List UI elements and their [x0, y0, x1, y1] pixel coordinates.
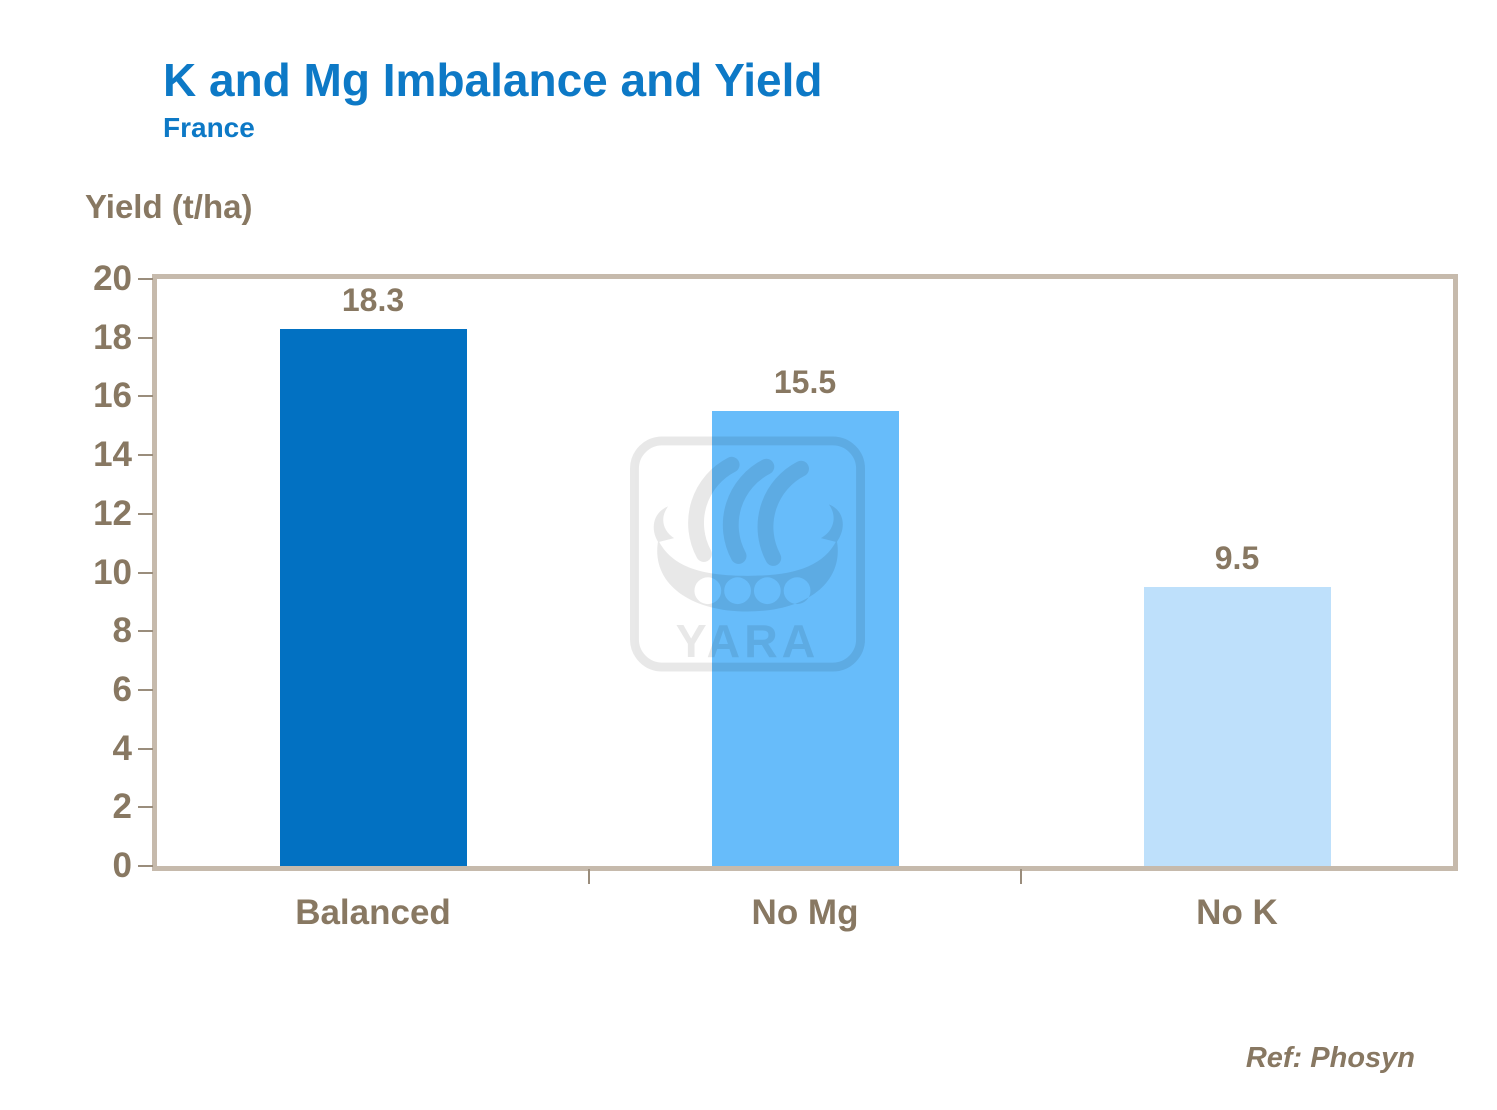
category-label: Balanced [295, 893, 451, 932]
y-axis-tick [138, 688, 153, 691]
y-axis-tick [138, 747, 153, 750]
y-tick-label: 0 [112, 846, 132, 885]
y-tick-label: 16 [93, 376, 132, 416]
y-tick-label: 10 [93, 552, 132, 592]
y-axis-tick [138, 454, 153, 457]
bar-value-label: 15.5 [773, 364, 837, 401]
y-tick-label: 8 [112, 611, 132, 651]
bar [1143, 587, 1331, 866]
reference-note: Ref: Phosyn [1245, 1042, 1415, 1074]
y-axis-title: Yield (t/ha) [85, 188, 253, 225]
bar [279, 328, 467, 866]
category-label: No K [1196, 893, 1278, 932]
x-axis-tick [1020, 869, 1022, 884]
y-axis-tick [138, 630, 153, 633]
y-tick-label: 18 [93, 317, 132, 357]
y-axis-tick [138, 806, 153, 809]
y-tick-label: 2 [112, 787, 132, 827]
y-tick-label: 14 [93, 435, 132, 475]
y-tick-label: 6 [112, 669, 132, 709]
y-axis-tick [138, 571, 153, 574]
bar [711, 411, 899, 866]
y-tick-label: 4 [112, 728, 132, 768]
y-axis-tick [138, 336, 153, 339]
y-tick-label: 20 [93, 259, 132, 298]
y-tick-label: 12 [93, 493, 132, 533]
y-axis-tick [138, 278, 153, 280]
x-axis-tick [588, 869, 590, 884]
bar-value-label: 18.3 [341, 281, 405, 318]
page-subtitle: France [163, 112, 255, 143]
y-axis-tick [138, 512, 153, 515]
category-label: No Mg [751, 893, 859, 932]
bar-value-label: 9.5 [1214, 540, 1260, 577]
y-axis-tick [138, 865, 153, 867]
page-title: K and Mg Imbalance and Yield [163, 54, 823, 106]
y-axis-tick [138, 395, 153, 398]
